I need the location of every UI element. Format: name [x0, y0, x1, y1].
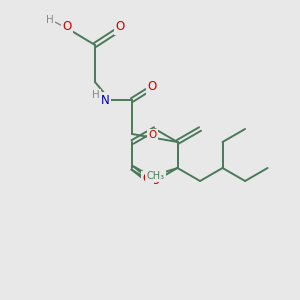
Text: O: O: [148, 130, 157, 140]
Text: O: O: [62, 20, 72, 34]
Text: H: H: [46, 15, 54, 25]
Text: O: O: [116, 20, 124, 34]
Text: N: N: [100, 94, 109, 106]
Text: O: O: [150, 175, 160, 188]
Text: O: O: [147, 80, 157, 94]
Text: CH₃: CH₃: [146, 171, 165, 181]
Text: O: O: [143, 172, 152, 185]
Text: H: H: [92, 90, 100, 100]
